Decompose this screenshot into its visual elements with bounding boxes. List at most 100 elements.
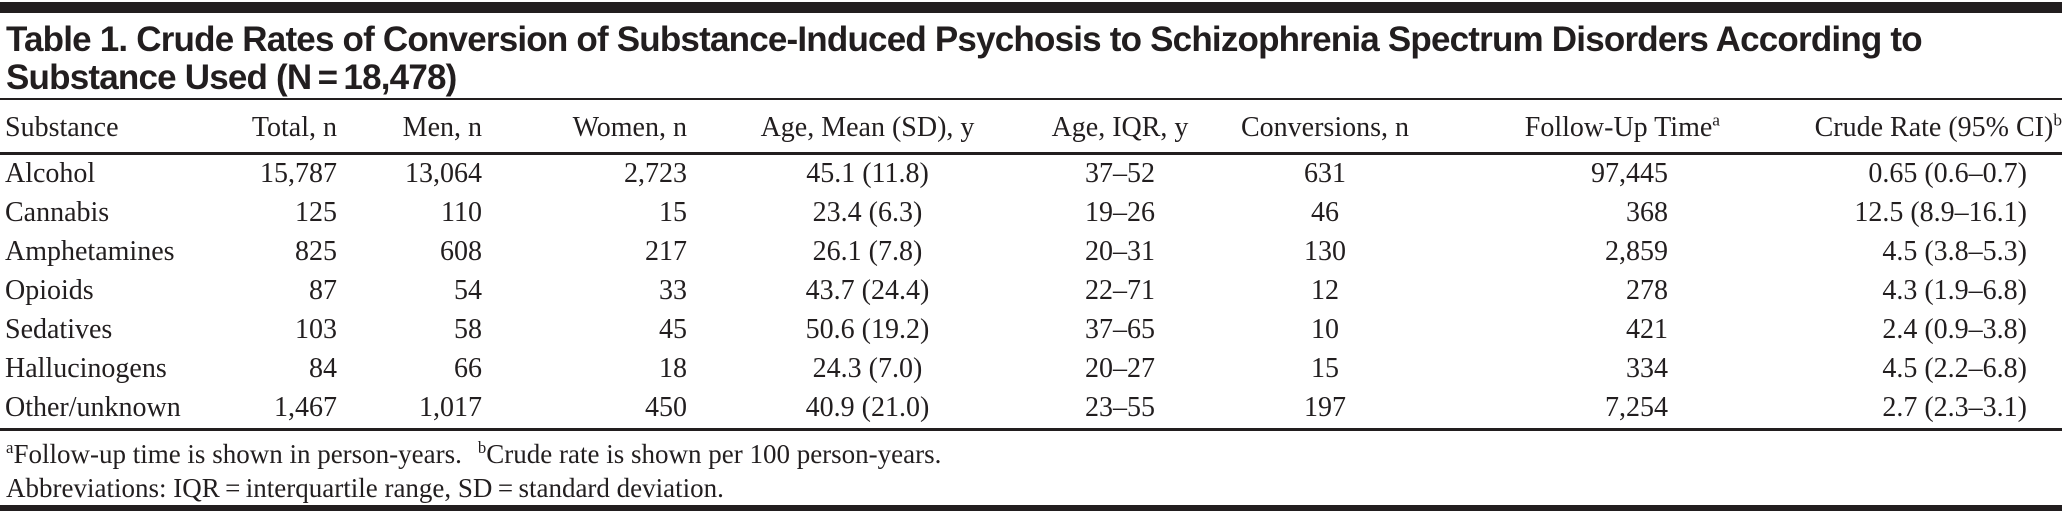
value-cell: 631 <box>1304 158 1346 189</box>
value-cell: 20–31 <box>1085 236 1155 267</box>
value-cell: 4.3 (1.9–6.8) <box>1882 275 2027 306</box>
value-cell: 15,787 <box>260 158 337 189</box>
footnotes: aFollow-up time is shown in person-years… <box>0 431 2062 505</box>
value-cell: 110 <box>441 197 482 228</box>
footnote-b-text: Crude rate is shown per 100 person-years… <box>486 438 942 469</box>
footnote-b-marker: b <box>477 437 487 457</box>
table-row: Other/unknown 1,467 1,017 450 40.9 (21.0) 23–… <box>0 388 2062 431</box>
value-cell: 1,017 <box>345 388 490 431</box>
value-cell: 0.65 (0.6–0.7) <box>1868 158 2027 189</box>
value-cell: 13,064 <box>405 158 482 189</box>
top-rule <box>0 2 2062 13</box>
value-cell: 12.5 (8.9–16.1) <box>1854 197 2027 228</box>
value-cell: 608 <box>440 236 482 267</box>
table-row: Opioids 87 54 33 43.7 (24.4) 22–71 12 278 4.3 (1… <box>0 272 2062 311</box>
value-cell: 7,254 <box>1450 388 1720 431</box>
column-header-label: Men, n <box>402 111 482 143</box>
substance-cell: Alcohol <box>5 158 96 189</box>
value-cell: 54 <box>454 275 482 306</box>
value-cell: 23–55 <box>1040 388 1200 431</box>
column-header-label: Age, IQR, y <box>1051 111 1189 143</box>
value-cell: 43.7 (24.4) <box>805 275 930 306</box>
value-cell: 2,859 <box>1605 236 1668 267</box>
footnote-a: aFollow-up time is shown in person-years… <box>6 439 462 469</box>
value-cell: 37–52 <box>1085 158 1155 189</box>
value-cell: 18 <box>659 353 687 384</box>
value-cell: 97,445 <box>1591 158 1668 189</box>
value-cell: 368 <box>1626 197 1668 228</box>
value-cell: 66 <box>454 353 482 384</box>
substance-cell: Other/unknown <box>0 388 250 431</box>
value-cell: 334 <box>1626 353 1668 384</box>
value-cell: 421 <box>1626 314 1668 345</box>
column-header-superscript: a <box>1712 110 1720 130</box>
substance-cell: Amphetamines <box>5 236 175 267</box>
value-cell: 217 <box>645 236 687 267</box>
value-cell: 84 <box>309 353 337 384</box>
data-table: Substance Total, n Men, n Women, n Age, Mean… <box>0 100 2062 431</box>
value-cell: 26.1 (7.8) <box>812 236 923 267</box>
column-header-superscript: b <box>2053 110 2062 130</box>
column-header-label: Crude Rate (95% CI) <box>1814 111 2054 143</box>
value-cell: 40.9 (21.0) <box>695 388 1040 431</box>
value-cell: 45.1 (11.8) <box>806 158 929 189</box>
column-header: Follow-Up Timea <box>1450 100 1720 155</box>
table-row: Cannabis 125 110 15 23.4 (6.3) 19–26 46 368 12.5… <box>0 194 2062 233</box>
value-cell: 4.5 (3.8–5.3) <box>1882 236 2027 267</box>
value-cell: 278 <box>1626 275 1668 306</box>
column-header: Total, n <box>250 100 345 155</box>
table-row: Hallucinogens 84 66 18 24.3 (7.0) 20–27 15 334 4… <box>0 350 2062 389</box>
value-cell: 19–26 <box>1085 197 1155 228</box>
column-header: Substance <box>0 100 250 155</box>
value-cell: 103 <box>295 314 337 345</box>
value-cell: 50.6 (19.2) <box>805 314 930 345</box>
value-cell: 15 <box>1311 353 1339 384</box>
footnote-b: bCrude rate is shown per 100 person-year… <box>478 439 942 469</box>
value-cell: 12 <box>1311 275 1339 306</box>
column-header-label: Age, Mean (SD), y <box>760 111 975 143</box>
table-title: Table 1. Crude Rates of Conversion of Su… <box>0 13 2062 100</box>
column-header: Age, IQR, y <box>1040 100 1200 155</box>
value-cell: 33 <box>659 275 687 306</box>
value-cell: 4.5 (2.2–6.8) <box>1882 353 2027 384</box>
value-cell: 2,723 <box>624 158 687 189</box>
value-cell: 23.4 (6.3) <box>812 197 923 228</box>
value-cell: 2.4 (0.9–3.8) <box>1882 314 2027 345</box>
footnote-a-marker: a <box>6 437 14 457</box>
substance-cell: Opioids <box>5 275 94 306</box>
bottom-rule <box>0 505 2062 511</box>
value-cell: 197 <box>1200 388 1450 431</box>
abbreviations-line: Abbreviations: IQR = interquartile range… <box>6 472 724 503</box>
column-header: Men, n <box>345 100 490 155</box>
column-header-label: Conversions, n <box>1241 111 1409 143</box>
value-cell: 37–65 <box>1085 314 1155 345</box>
value-cell: 10 <box>1311 314 1339 345</box>
column-header: Crude Rate (95% CI)b <box>1720 100 2062 155</box>
substance-cell: Hallucinogens <box>5 353 167 384</box>
table-body: Alcohol 15,787 13,064 2,723 45.1 (11.8) 37–52… <box>0 153 2062 431</box>
value-cell: 450 <box>490 388 695 431</box>
table-row: Alcohol 15,787 13,064 2,723 45.1 (11.8) 37–52… <box>0 153 2062 194</box>
value-cell: 15 <box>659 197 687 228</box>
substance-cell: Cannabis <box>5 197 110 228</box>
table-title-line-1: Table 1. Crude Rates of Conversion of Su… <box>6 20 1923 59</box>
value-cell: 58 <box>454 314 482 345</box>
column-header-label: Follow-Up Time <box>1524 111 1713 143</box>
value-cell: 1,467 <box>250 388 345 431</box>
value-cell: 87 <box>309 275 337 306</box>
value-cell: 2.7 (2.3–3.1) <box>1720 388 2062 431</box>
value-cell: 22–71 <box>1085 275 1155 306</box>
column-header-label: Total, n <box>251 111 337 143</box>
value-cell: 125 <box>295 197 337 228</box>
table-title-line-2: Substance Used (N = 18,478) <box>6 58 457 97</box>
column-header: Conversions, n <box>1200 100 1450 155</box>
column-header: Age, Mean (SD), y <box>695 100 1040 155</box>
column-header-label: Substance <box>5 111 119 143</box>
value-cell: 20–27 <box>1085 353 1155 384</box>
value-cell: 45 <box>659 314 687 345</box>
value-cell: 24.3 (7.0) <box>812 353 923 384</box>
footnote-line: aFollow-up time is shown in person-years… <box>6 437 2056 471</box>
header-row: Substance Total, n Men, n Women, n Age, Mean… <box>0 100 2062 155</box>
column-header-label: Women, n <box>572 111 687 143</box>
